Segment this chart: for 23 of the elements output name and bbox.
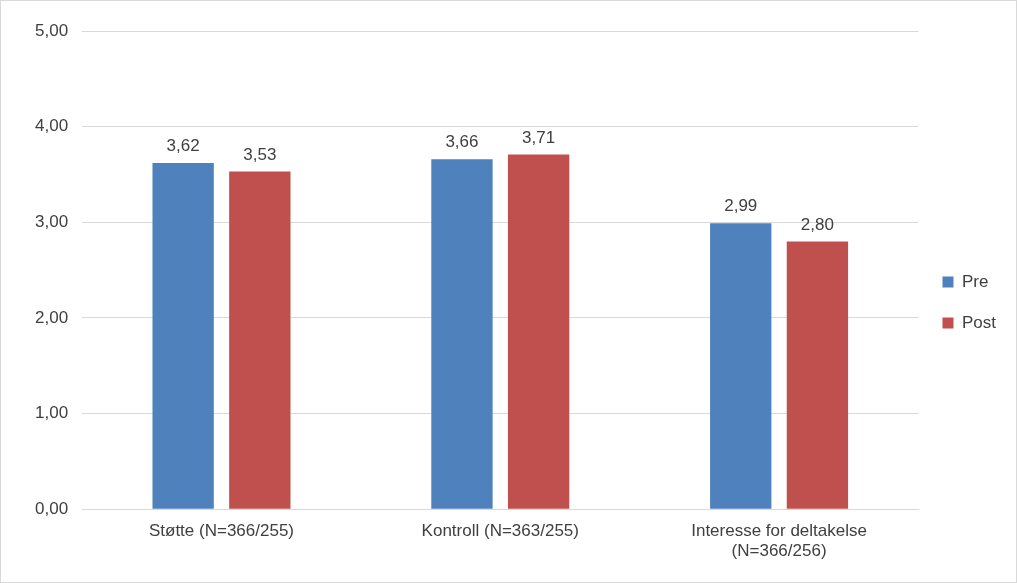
legend-label: Post (961, 312, 997, 332)
y-tick-label: 1,00 (34, 403, 69, 423)
data-label: 3,53 (243, 144, 277, 164)
bar (431, 159, 493, 509)
bar (710, 223, 772, 509)
data-label: 2,99 (724, 196, 758, 216)
y-tick-label: 3,00 (34, 211, 69, 231)
x-tick-label: Støtte (N=366/255) (148, 521, 295, 541)
y-tick-label: 0,00 (34, 498, 69, 518)
data-label: 2,80 (800, 214, 834, 234)
bar (786, 241, 849, 509)
data-label: 3,66 (445, 132, 479, 152)
y-tick-label: 4,00 (34, 116, 69, 136)
bar (507, 154, 570, 509)
bar (229, 171, 291, 509)
y-tick-label: 5,00 (34, 20, 69, 40)
x-tick-label: Interesse for deltakelse (N=366/256) (691, 521, 867, 561)
bar (152, 162, 214, 509)
data-label: 3,71 (522, 127, 556, 147)
data-label: 3,62 (166, 136, 200, 156)
y-tick-label: 2,00 (34, 307, 69, 327)
x-tick-label: Kontroll (N=363/255) (421, 521, 579, 541)
legend-label: Pre (961, 271, 989, 291)
